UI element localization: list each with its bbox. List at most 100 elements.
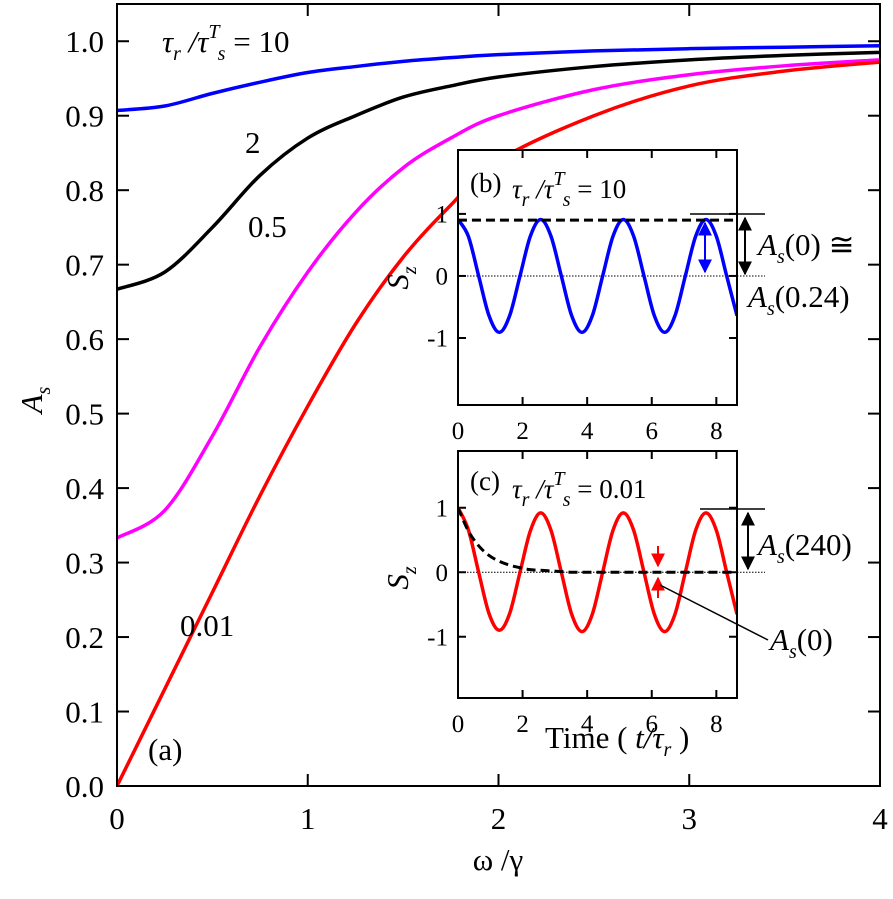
inset-b: 0 2 4 6 8 -1 0 1 [427, 149, 765, 445]
label-part: r [173, 43, 181, 65]
main-plot: 0 1 2 3 4 0.0 0.1 0.2 0.3 0.4 0.5 0.6 0.7 0.8 0.9 1.0 [65, 3, 888, 836]
y-tick-label: 0.1 [65, 694, 104, 729]
label-part: = 0.01 [570, 474, 646, 504]
x-tick-label: 4 [872, 801, 888, 836]
y-tick-label: 0.8 [65, 173, 104, 208]
leader-line [659, 584, 769, 641]
x-tick-label: 2 [516, 418, 529, 445]
label-part: /τ [181, 24, 210, 59]
x-axis-label: ω /γ [473, 842, 523, 877]
label-part: = 10 [225, 24, 289, 59]
annotation: As(240) [756, 527, 852, 568]
annotations: ω /γ As (a) τr /τTs = 10 2 0.5 0.01 (b) … [14, 21, 855, 877]
label-part: s [563, 489, 571, 511]
x-tick-label: 6 [646, 418, 659, 445]
annotation: As(0) [768, 622, 833, 663]
x-tick-label: 2 [516, 711, 529, 738]
y-tick-label: 1 [436, 496, 449, 523]
curve-label: 2 [245, 125, 261, 160]
y-tick-label: -1 [427, 326, 448, 353]
inset-c: 0 2 4 6 8 -1 0 1 [427, 450, 765, 738]
y-tick-label: 0.6 [65, 322, 104, 357]
panel-label: (a) [148, 732, 182, 767]
label-part: τ [512, 474, 523, 504]
label-part: (0) ≅ [785, 227, 855, 262]
y-tick-label: 0.0 [65, 769, 104, 804]
label-part: s [563, 189, 571, 211]
label-part: s [777, 246, 785, 268]
label-part: A [756, 527, 778, 562]
panel-label: (b) [470, 168, 501, 198]
label-part: (240) [785, 527, 852, 562]
label-part: A [768, 622, 790, 657]
label-part: s [777, 546, 785, 568]
y-axis-label: Sz [380, 266, 421, 290]
plot-frame [116, 3, 881, 787]
y-tick-label: -1 [427, 624, 448, 651]
y-axis-label: Sz [380, 566, 421, 590]
y-tick-label: 0.3 [65, 545, 104, 580]
curve-label: τr /τTs = 10 [162, 21, 289, 65]
label-part: τ [512, 174, 523, 204]
label-part: /τ [642, 720, 666, 755]
label-part: z [399, 266, 421, 275]
series-line [458, 507, 737, 574]
label-part: r [522, 489, 530, 511]
label-part: ) [671, 720, 689, 755]
label-part: S [380, 574, 415, 590]
y-tick-label: 0.9 [65, 99, 104, 134]
x-tick-label: 8 [710, 711, 723, 738]
x-tick-label: 4 [581, 418, 594, 445]
y-axis-label: As [14, 386, 55, 415]
y-tick-label: 1.0 [65, 24, 104, 59]
x-tick-label: 6 [646, 711, 659, 738]
x-tick-label: 0 [452, 418, 465, 445]
annotation: As(0.24) [746, 279, 850, 320]
inset-label: τr /τTs = 0.01 [512, 468, 646, 511]
y-tick-label: 1 [436, 202, 449, 229]
label-part: S [380, 274, 415, 290]
annotation: As(0) ≅ [756, 227, 855, 268]
series-line [458, 506, 737, 634]
y-tick-label: 0.5 [65, 396, 104, 431]
y-tick-label: 0.4 [65, 471, 104, 506]
label-part: r [522, 189, 530, 211]
panel-label: (c) [470, 466, 500, 496]
series-line [117, 43, 880, 113]
y-tick-label: 0.2 [65, 620, 104, 655]
curve-label: 0.01 [180, 608, 234, 643]
curve-label: 0.5 [248, 209, 287, 244]
y-tick-label: 0 [436, 264, 449, 291]
label-part: A [14, 393, 49, 415]
x-tick-label: 0 [109, 801, 125, 836]
x-tick-label: 8 [710, 418, 723, 445]
x-tick-label: 0 [452, 711, 465, 738]
inset-background [458, 150, 737, 405]
label-part: A [756, 227, 778, 262]
series-line [117, 58, 880, 540]
label-part: τ [162, 24, 175, 59]
label-part: Time ( [545, 720, 635, 755]
x-tick-label: 1 [300, 801, 316, 836]
x-tick-label: 2 [491, 801, 507, 836]
series-line [458, 217, 737, 335]
label-part: /τ [529, 174, 554, 204]
label-part: A [746, 279, 768, 314]
series-line [117, 50, 880, 291]
label-part: s [789, 641, 797, 663]
label-part: t [635, 720, 645, 755]
label-part: s [218, 43, 226, 65]
label-part: z [399, 566, 421, 575]
label-part: r [664, 739, 672, 761]
y-tick-label: 0.7 [65, 248, 104, 283]
label-part: T [208, 21, 221, 43]
plot-frame [457, 149, 738, 406]
plot-frame [457, 450, 738, 699]
x-axis-label: Time ( t/τr ) [545, 720, 689, 761]
x-tick-label: 4 [581, 711, 594, 738]
x-tick-label: 3 [682, 801, 698, 836]
inset-background [458, 451, 737, 698]
label-part: (0.24) [775, 279, 850, 314]
label-part: (0) [797, 622, 833, 657]
label-part: = 10 [570, 174, 626, 204]
